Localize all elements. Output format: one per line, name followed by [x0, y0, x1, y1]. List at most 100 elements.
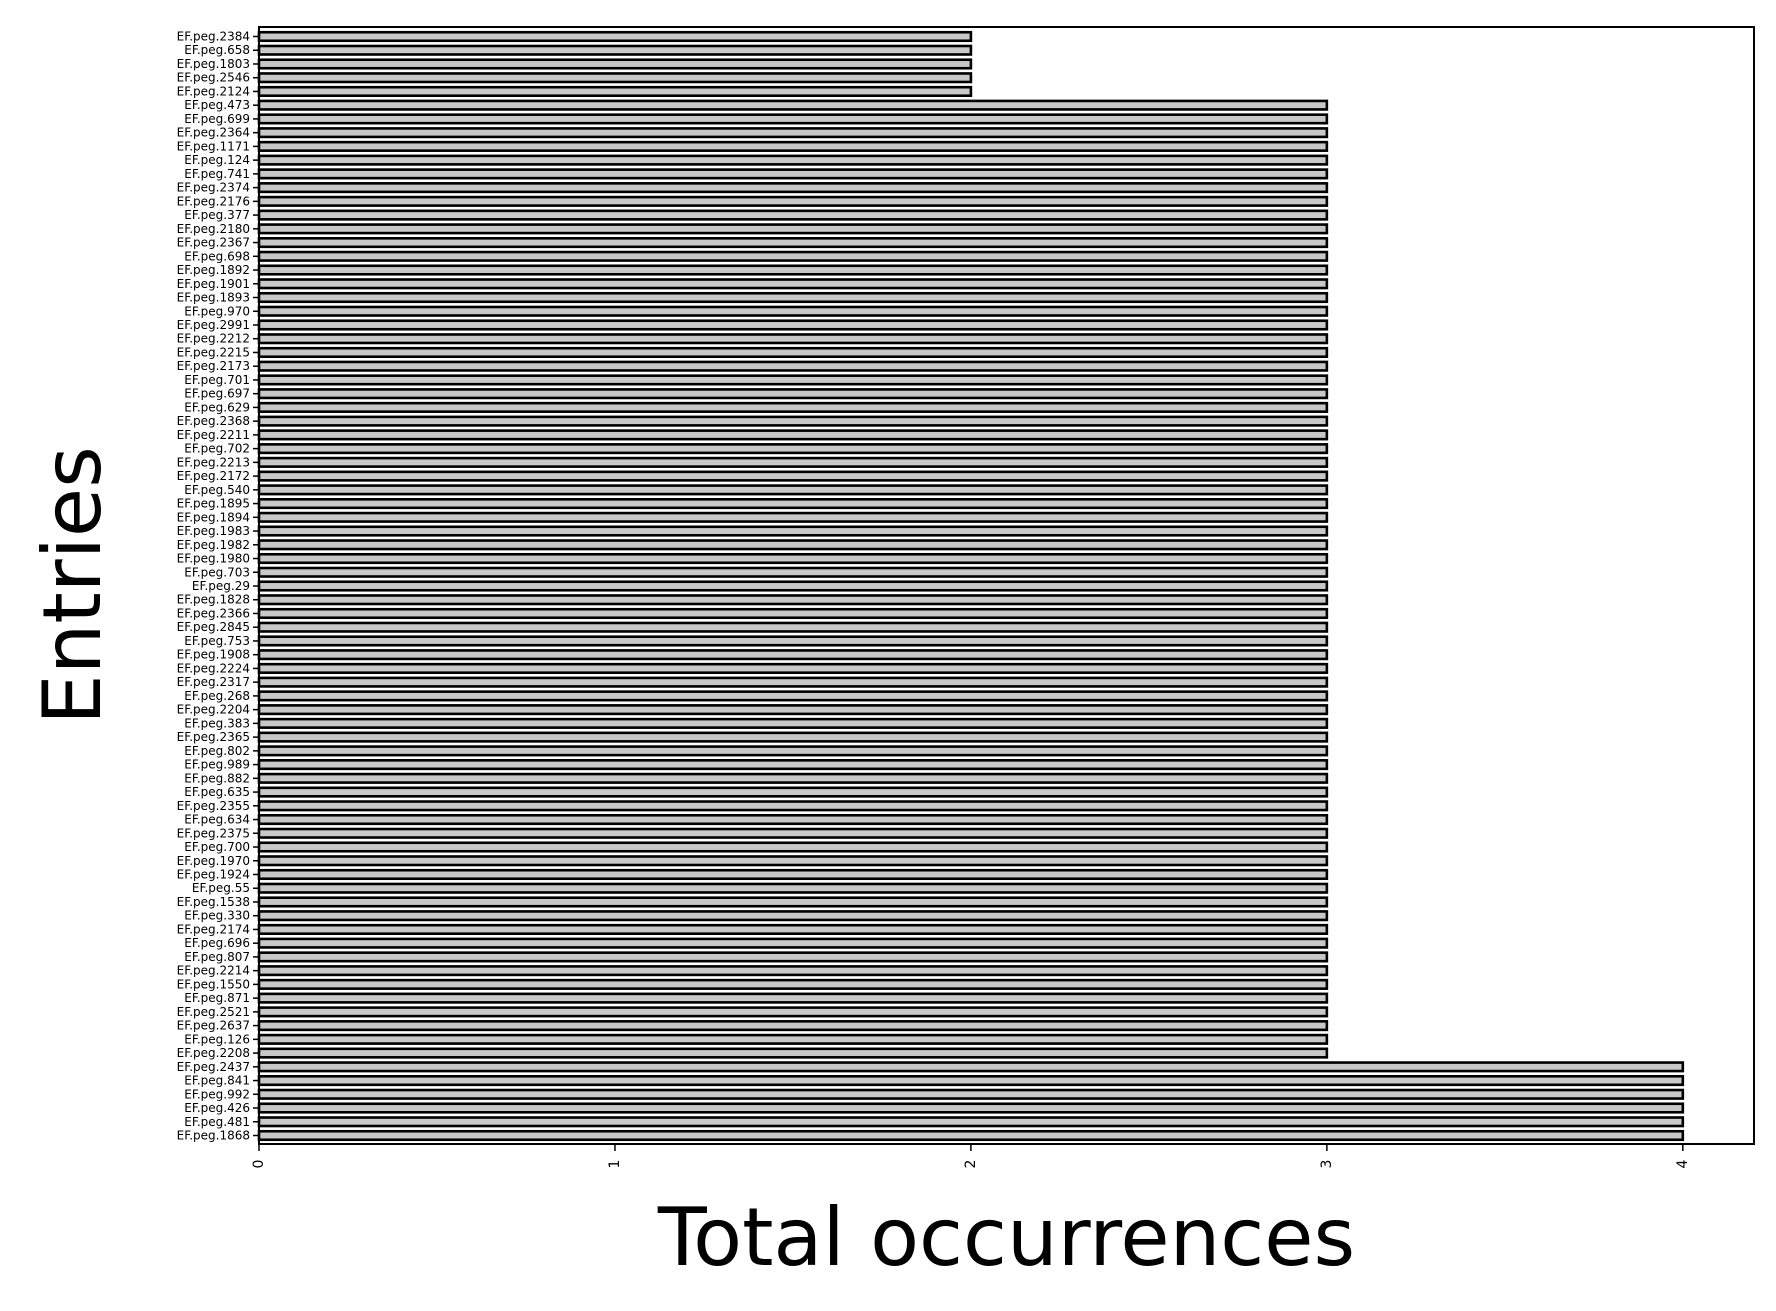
y-tick-label: EF.peg.2180: [177, 222, 250, 236]
y-tick-label: EF.peg.1924: [177, 867, 250, 881]
bar: [257, 44, 973, 56]
y-tick-label: EF.peg.426: [184, 1101, 250, 1115]
bar: [257, 99, 1329, 111]
bar: [257, 745, 1329, 757]
y-tick-label: EF.peg.634: [184, 813, 250, 827]
x-tick-label: 1: [607, 1160, 623, 1169]
y-tick-label: EF.peg.1893: [177, 291, 250, 305]
x-tick-label: 3: [1319, 1160, 1335, 1169]
bar: [257, 731, 1329, 743]
y-tick-label: EF.peg.1868: [177, 1129, 250, 1143]
y-tick-label: EF.peg.1538: [177, 895, 250, 909]
bar: [257, 72, 973, 84]
bar: [257, 772, 1329, 784]
y-tick-label: EF.peg.871: [184, 991, 250, 1005]
y-tick-label: EF.peg.2215: [177, 345, 250, 359]
bar: [257, 195, 1329, 207]
y-tick-label: EF.peg.699: [184, 112, 250, 126]
y-tick-label: EF.peg.882: [184, 771, 250, 785]
y-tick-label: EF.peg.2317: [177, 675, 250, 689]
y-tick-label: EF.peg.2991: [177, 318, 250, 332]
y-tick-label: EF.peg.2365: [177, 730, 250, 744]
bar: [257, 470, 1329, 482]
bar: [257, 923, 1329, 935]
bar: [257, 182, 1329, 194]
y-tick-label: EF.peg.29: [192, 579, 250, 593]
bar: [257, 333, 1329, 345]
bar: [257, 127, 1329, 139]
y-tick-label: EF.peg.753: [184, 634, 250, 648]
bar: [257, 456, 1329, 468]
bar: [257, 855, 1329, 867]
bar: [257, 1074, 1685, 1087]
y-tick-label: EF.peg.2174: [177, 922, 250, 936]
y-tick-label: EF.peg.989: [184, 758, 250, 772]
bar: [257, 868, 1329, 881]
y-tick-label: EF.peg.970: [184, 304, 250, 318]
bar: [257, 539, 1329, 551]
y-tick-label: EF.peg.126: [184, 1032, 250, 1046]
bar: [257, 800, 1329, 812]
y-tick-label: EF.peg.1982: [177, 538, 250, 552]
y-ticks-group: EF.peg.2384EF.peg.658EF.peg.1803EF.peg.2…: [177, 30, 259, 1143]
y-tick-label: EF.peg.802: [184, 744, 250, 758]
y-tick-label: EF.peg.1908: [177, 648, 250, 662]
bar: [257, 525, 1329, 537]
bar: [257, 662, 1329, 674]
bar: [257, 305, 1329, 317]
bar: [257, 319, 1329, 331]
bar: [257, 649, 1329, 661]
bar: [257, 896, 1329, 908]
y-tick-label: EF.peg.1894: [177, 510, 250, 524]
bar: [257, 594, 1329, 606]
bar: [257, 690, 1329, 702]
bar: [257, 291, 1329, 304]
y-tick-label: EF.peg.2546: [177, 71, 250, 85]
bar: [257, 951, 1329, 963]
bar: [257, 374, 1329, 386]
bar: [257, 704, 1329, 716]
y-tick-label: EF.peg.2208: [177, 1046, 250, 1060]
y-tick-label: EF.peg.992: [184, 1087, 250, 1101]
bar: [257, 937, 1329, 949]
bar: [257, 154, 1329, 166]
y-tick-label: EF.peg.629: [184, 400, 250, 414]
bar: [257, 965, 1329, 977]
x-ticks-group: 0 1 2 3 4: [251, 1144, 1691, 1168]
y-tick-label: EF.peg.658: [184, 43, 250, 57]
bar: [257, 1088, 1685, 1100]
bar: [257, 401, 1329, 413]
y-tick-label: EF.peg.481: [184, 1115, 250, 1129]
y-tick-label: EF.peg.841: [184, 1074, 250, 1088]
bar: [257, 388, 1329, 400]
y-tick-label: EF.peg.1171: [177, 139, 250, 153]
bar: [257, 1116, 1685, 1128]
y-tick-label: EF.peg.124: [184, 153, 250, 167]
bars-group: [257, 30, 1685, 1142]
y-tick-label: EF.peg.2224: [177, 661, 250, 675]
bar: [257, 566, 1329, 578]
bar: [257, 717, 1329, 729]
bar: [257, 910, 1329, 922]
bar: [257, 978, 1329, 990]
y-tick-label: EF.peg.540: [184, 483, 250, 497]
y-tick-label: EF.peg.1983: [177, 524, 250, 538]
y-tick-label: EF.peg.1892: [177, 263, 250, 277]
bar: [257, 443, 1329, 455]
y-tick-label: EF.peg.2845: [177, 620, 250, 634]
bar: [257, 140, 1329, 152]
y-tick-label: EF.peg.2213: [177, 455, 250, 469]
y-tick-label: EF.peg.2172: [177, 469, 250, 483]
y-tick-label: EF.peg.2637: [177, 1019, 250, 1033]
y-tick-label: EF.peg.701: [184, 373, 250, 387]
y-tick-label: EF.peg.2368: [177, 414, 250, 428]
bar: [257, 278, 1329, 290]
y-tick-label: EF.peg.2124: [177, 84, 250, 98]
y-tick-label: EF.peg.2367: [177, 236, 250, 250]
y-tick-label: EF.peg.1970: [177, 854, 250, 868]
bar: [257, 676, 1329, 688]
y-tick-label: EF.peg.2211: [177, 428, 250, 442]
y-tick-label: EF.peg.2212: [177, 332, 250, 346]
y-tick-label: EF.peg.2521: [177, 1005, 250, 1019]
